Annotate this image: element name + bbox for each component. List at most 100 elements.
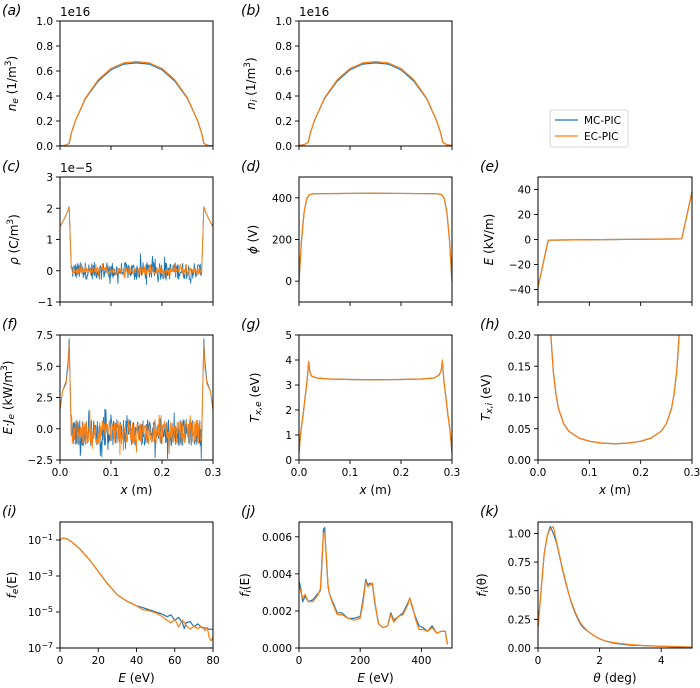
y-tick-label: 0.006 xyxy=(262,532,292,544)
y-axis-label: E·Je (kW/m3) xyxy=(0,361,17,435)
y-axis-label: fe(E) xyxy=(5,572,21,599)
series-line-ec-pic xyxy=(299,359,452,453)
x-tick-label: 0.0 xyxy=(52,467,69,479)
panel-label: (k) xyxy=(480,504,499,520)
series-group xyxy=(299,61,452,146)
label-subscript: e xyxy=(11,98,21,104)
label-main: ρ xyxy=(7,257,21,265)
y-tick-label: 1 xyxy=(285,430,292,442)
label-units: (m) xyxy=(367,483,392,497)
label-end: ) xyxy=(1,361,15,366)
panel-f: 0.0 0.1 0.2 0.3−2.50.02.55.07.5(f)E·Je (kW/… xyxy=(0,317,221,497)
label-units: (eV) xyxy=(248,373,262,402)
y-tick-label: 0.8 xyxy=(275,41,292,53)
legend-label-ec-pic: EC-PIC xyxy=(584,131,619,143)
series-line-ec-pic xyxy=(538,525,692,648)
x-tick-label: 0 xyxy=(57,655,64,667)
y-tick-label: 0.25 xyxy=(508,614,531,626)
y-tick-label: 2 xyxy=(285,405,292,417)
series-line-ec-pic xyxy=(550,335,680,445)
panel-label: (c) xyxy=(2,159,21,175)
label-superscript: 3 xyxy=(6,219,16,225)
x-axis-label: E (eV) xyxy=(357,671,393,685)
series-group xyxy=(550,335,680,445)
y-axis-label: fi(θ) xyxy=(475,573,491,596)
panel-label: (d) xyxy=(241,159,261,175)
x-tick-label: 40 xyxy=(130,655,143,667)
label-units: (1/m xyxy=(244,68,258,100)
label-units: (eV) xyxy=(365,671,394,685)
series-line-ec-pic xyxy=(538,191,692,288)
y-tick-label: 0.8 xyxy=(36,41,53,53)
y-tick-label: 10−5 xyxy=(28,605,53,620)
label-subscript: x,i xyxy=(485,402,495,414)
y-tick-label: 3 xyxy=(285,380,292,392)
series-group xyxy=(299,526,449,645)
y-tick-label: 200 xyxy=(272,235,292,247)
label-subscript: i xyxy=(250,99,260,102)
y-tick-label: 0.6 xyxy=(36,66,53,78)
axes-frame xyxy=(298,176,453,303)
y-tick-label: 2 xyxy=(46,203,53,215)
axes-frame xyxy=(298,334,453,461)
panel-label: (i) xyxy=(2,504,17,520)
y-tick-label: 0 xyxy=(285,455,292,467)
panel-b: 0.0 0.2 0.4 0.6 0.8 1.0 (b) 1e16 ni (1/m3) xyxy=(241,3,453,153)
label-units: (θ) xyxy=(475,573,489,590)
x-tick-label: 0.3 xyxy=(684,467,700,479)
y-tick-label: 0.75 xyxy=(508,557,531,569)
label-main: f xyxy=(475,591,489,597)
series-line-mc-pic xyxy=(299,360,452,453)
series-line-ec-pic xyxy=(299,61,452,146)
series-group xyxy=(60,61,213,146)
y-tick-label: 0.05 xyxy=(508,424,531,436)
y-tick-label: −2.5 xyxy=(28,455,54,467)
y-tick-label: 1.00 xyxy=(508,528,531,540)
series-line-mc-pic xyxy=(299,192,452,282)
axes-frame xyxy=(537,334,693,461)
x-tick-label: 0.2 xyxy=(393,467,410,479)
y-tick-label: 40 xyxy=(518,185,531,197)
y-tick-label: 10−7 xyxy=(28,641,53,656)
x-tick-label: 0.1 xyxy=(103,467,120,479)
y-tick-label: −40 xyxy=(509,285,531,297)
label-main: ϕ xyxy=(246,246,260,254)
label-units: (eV) xyxy=(479,374,493,403)
x-tick-label: 20 xyxy=(92,655,105,667)
label-superscript: 3 xyxy=(4,60,14,66)
label-end: ) xyxy=(244,57,258,62)
label-main: E xyxy=(357,671,365,685)
x-tick-label: 2 xyxy=(596,655,603,667)
panel-k: 0 2 4 0.00 0.25 0.50 0.75 1.00 (k) fi(θ) θ (deg) xyxy=(475,504,693,685)
axes-frame xyxy=(298,521,453,649)
x-tick-label: 80 xyxy=(206,655,219,667)
axes-frame xyxy=(59,176,214,303)
series-line-mc-pic xyxy=(60,206,213,285)
x-tick-label: 0.0 xyxy=(530,467,547,479)
series-line-mc-pic xyxy=(550,335,680,445)
series-group xyxy=(538,525,692,648)
y-tick-label: 0.15 xyxy=(508,361,531,373)
y-tick-label: 1 xyxy=(46,235,53,247)
label-superscript: 3 xyxy=(0,365,10,371)
axes-frame xyxy=(537,521,693,649)
x-axis-label: θ (deg) xyxy=(593,671,636,685)
y-tick-label: 0 xyxy=(46,266,53,278)
y-tick-label: −1 xyxy=(38,297,53,309)
y-axis-label: ni (1/m3) xyxy=(243,57,260,109)
label-units: (E) xyxy=(5,572,19,589)
series-line-ec-pic xyxy=(60,343,213,456)
y-tick-label: 5 xyxy=(285,330,292,342)
y-tick-label: 0.20 xyxy=(508,330,531,342)
panel-d: 0 200 400 (d) ϕ (V) xyxy=(241,159,453,306)
y-tick-label: 20 xyxy=(518,210,531,222)
panel-label: (b) xyxy=(241,3,261,19)
x-tick-label: 4 xyxy=(658,655,665,667)
label-superscript: 3 xyxy=(243,62,253,68)
y-tick-label: 0.10 xyxy=(508,393,531,405)
offset-text: 1e16 xyxy=(299,5,329,19)
label-subscript: x,e xyxy=(254,401,264,416)
y-tick-label: 0.6 xyxy=(275,66,292,78)
